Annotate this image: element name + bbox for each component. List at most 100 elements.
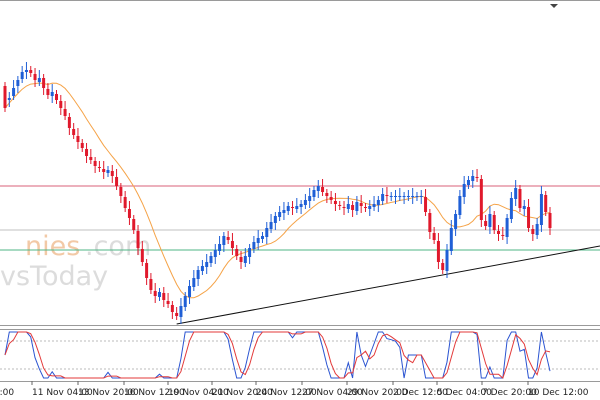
watermark-line2: vsToday bbox=[0, 261, 108, 292]
x-tick-label: v 20:00 bbox=[0, 388, 14, 398]
candle-body bbox=[110, 171, 114, 176]
candle-body bbox=[441, 263, 445, 270]
candle-body bbox=[329, 197, 333, 200]
candle-body bbox=[363, 207, 367, 208]
candle-body bbox=[402, 196, 406, 197]
candle-body bbox=[29, 70, 33, 73]
x-tick-label: 7 Dec 20:00 bbox=[482, 388, 537, 398]
candle-body bbox=[522, 206, 526, 209]
candle-body bbox=[46, 89, 50, 95]
candle-body bbox=[33, 74, 37, 80]
candle-body bbox=[145, 263, 149, 278]
candle-body bbox=[85, 149, 89, 156]
candle-body bbox=[398, 196, 402, 197]
candle-series bbox=[3, 62, 552, 324]
candle-body bbox=[222, 236, 226, 245]
candle-body bbox=[501, 235, 505, 236]
x-tick-label: 29 Nov 20:00 bbox=[347, 388, 408, 398]
candle-body bbox=[192, 278, 196, 287]
candle-body bbox=[93, 161, 97, 166]
candle-body bbox=[544, 195, 548, 212]
candle-body bbox=[102, 169, 106, 172]
candle-body bbox=[436, 241, 440, 262]
chart-shift-icon[interactable] bbox=[550, 4, 558, 8]
candle-body bbox=[539, 194, 543, 225]
candle-body bbox=[16, 80, 20, 86]
candle-body bbox=[260, 236, 264, 239]
candle-body bbox=[411, 196, 415, 197]
candle-body bbox=[67, 117, 71, 128]
x-tick-label: 16 Nov 12:00 bbox=[124, 388, 185, 398]
x-tick-label: 5 Dec 04:00 bbox=[437, 388, 492, 398]
candle-body bbox=[273, 216, 277, 223]
candle-body bbox=[115, 177, 119, 186]
candle-body bbox=[119, 187, 123, 196]
candle-body bbox=[196, 270, 200, 279]
candle-body bbox=[346, 204, 350, 209]
candle-body bbox=[518, 189, 522, 208]
candle-body bbox=[72, 129, 76, 135]
candle-body bbox=[385, 195, 389, 196]
candle-body bbox=[24, 70, 28, 72]
candle-body bbox=[248, 248, 252, 257]
candle-body bbox=[531, 229, 535, 234]
candle-body bbox=[286, 206, 290, 211]
candle-body bbox=[505, 218, 509, 237]
candle-body bbox=[325, 193, 329, 196]
candle-body bbox=[106, 170, 110, 173]
candle-body bbox=[527, 207, 531, 228]
candle-body bbox=[170, 305, 174, 312]
candle-body bbox=[424, 197, 428, 212]
candle-body bbox=[497, 231, 501, 234]
candle-body bbox=[406, 196, 410, 197]
candle-body bbox=[37, 78, 41, 82]
candle-body bbox=[76, 136, 80, 142]
x-tick-label: 13 Nov 20:00 bbox=[78, 388, 139, 398]
candle-body bbox=[291, 207, 295, 208]
candle-body bbox=[179, 306, 183, 317]
candle-body bbox=[295, 206, 299, 209]
candle-body bbox=[389, 196, 393, 197]
chart-overlays bbox=[0, 82, 600, 325]
x-tick-label: 11 Nov 04:00 bbox=[32, 388, 93, 398]
watermark-suffix: .com bbox=[85, 231, 151, 262]
x-tick-label: 2 Dec 12:00 bbox=[393, 388, 448, 398]
x-tick-label: 21 Nov 20:00 bbox=[212, 388, 273, 398]
candle-body bbox=[226, 237, 230, 240]
candle-body bbox=[175, 313, 179, 316]
candle-body bbox=[123, 197, 127, 208]
stochastic-signal-line bbox=[4, 331, 551, 379]
candle-body bbox=[188, 286, 192, 297]
stochastic-main-line bbox=[4, 331, 551, 379]
candle-body bbox=[54, 94, 58, 100]
candle-body bbox=[59, 101, 63, 108]
candle-body bbox=[132, 219, 136, 230]
candle-body bbox=[303, 200, 307, 205]
candle-body bbox=[351, 205, 355, 210]
candle-body bbox=[149, 279, 153, 290]
candle-body bbox=[282, 210, 286, 213]
candle-body bbox=[338, 205, 342, 206]
candle-body bbox=[12, 88, 16, 96]
candle-body bbox=[333, 201, 337, 204]
candle-body bbox=[239, 257, 243, 262]
watermark: nies .com vsToday bbox=[0, 231, 151, 292]
candle-body bbox=[548, 213, 552, 228]
candle-body bbox=[213, 250, 217, 257]
candle-body bbox=[432, 233, 436, 240]
candle-body bbox=[153, 291, 157, 296]
candle-body bbox=[183, 296, 187, 307]
candle-body bbox=[7, 98, 11, 100]
trend-line bbox=[176, 245, 600, 325]
candle-body bbox=[97, 167, 101, 168]
x-tick-label: 10 Dec 12:00 bbox=[528, 388, 589, 398]
candle-body bbox=[428, 213, 432, 232]
candle-body bbox=[458, 196, 462, 215]
candle-body bbox=[166, 301, 170, 304]
candle-body bbox=[479, 179, 483, 220]
candle-body bbox=[235, 249, 239, 256]
candle-body bbox=[475, 177, 479, 178]
candle-body bbox=[484, 221, 488, 226]
